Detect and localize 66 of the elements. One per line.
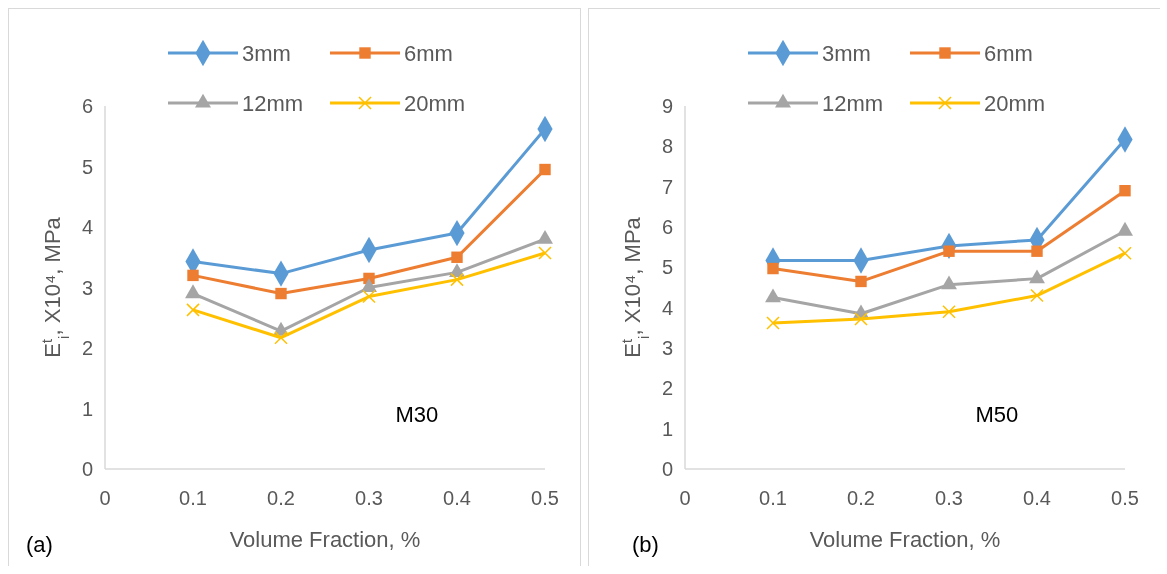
y-tick-label: 1 bbox=[81, 397, 93, 420]
y-tick-label: 8 bbox=[661, 135, 673, 158]
x-tick-label: 0.2 bbox=[267, 487, 295, 509]
x-axis-title: Volume Fraction, % bbox=[809, 527, 1001, 552]
x-tick-label: 0.3 bbox=[355, 487, 383, 509]
y-tick-label: 3 bbox=[81, 276, 93, 299]
y-tick-label: 0 bbox=[81, 458, 93, 480]
y-tick-label: 4 bbox=[81, 216, 93, 238]
point bbox=[767, 262, 779, 275]
point bbox=[275, 287, 287, 300]
y-tick-label: 5 bbox=[81, 155, 93, 178]
y-tick-label: 2 bbox=[81, 337, 93, 359]
y-tick-label: 6 bbox=[81, 95, 93, 117]
point bbox=[274, 330, 288, 345]
point bbox=[941, 275, 957, 290]
x-tick-label: 0.1 bbox=[759, 487, 787, 509]
y-tick-label: 2 bbox=[661, 377, 673, 400]
x-tick-label: 0.4 bbox=[443, 487, 471, 509]
point bbox=[451, 251, 463, 263]
point bbox=[362, 289, 376, 304]
point bbox=[766, 316, 780, 330]
y-tick-label: 4 bbox=[661, 296, 673, 319]
annotation: M30 bbox=[395, 401, 439, 427]
y-tick-label: 7 bbox=[661, 175, 673, 198]
legend-label: 12mm bbox=[242, 90, 304, 116]
point bbox=[854, 312, 868, 326]
legend-label: 6mm bbox=[404, 40, 453, 66]
point bbox=[1029, 269, 1045, 284]
x-tick-label: 0.1 bbox=[179, 487, 207, 509]
legend-label: 20mm bbox=[984, 90, 1046, 116]
text: (b) bbox=[632, 532, 659, 557]
point bbox=[361, 278, 377, 293]
text: (a) bbox=[26, 532, 53, 557]
point bbox=[942, 304, 956, 319]
legend-label: 12mm bbox=[822, 90, 884, 116]
point bbox=[1118, 246, 1132, 260]
point bbox=[1119, 185, 1131, 197]
x-tick-label: 0 bbox=[679, 487, 691, 509]
x-tick-label: 0.2 bbox=[847, 487, 875, 509]
y-tick-label: 6 bbox=[661, 216, 673, 238]
legend-label: 6mm bbox=[984, 40, 1033, 66]
x-tick-label: 0.5 bbox=[1111, 487, 1139, 509]
y-tick-label: 0 bbox=[661, 458, 673, 480]
legend-label: 20mm bbox=[404, 90, 466, 116]
x-tick-label: 0.4 bbox=[1023, 487, 1051, 509]
point bbox=[765, 288, 781, 303]
point bbox=[538, 246, 552, 260]
point bbox=[1030, 288, 1044, 303]
x-tick-label: 0 bbox=[99, 487, 111, 509]
y-tick-label: 9 bbox=[661, 95, 673, 117]
point bbox=[450, 272, 464, 287]
y-tick-label: 3 bbox=[661, 337, 673, 359]
point bbox=[539, 163, 551, 176]
x-tick-label: 0.5 bbox=[531, 487, 559, 509]
point bbox=[1031, 245, 1043, 257]
x-axis-title: Volume Fraction, % bbox=[229, 527, 421, 552]
point bbox=[186, 303, 200, 317]
legend-label: 3mm bbox=[822, 40, 871, 66]
y-tick-label: 5 bbox=[661, 256, 673, 279]
y-tick-label: 1 bbox=[661, 417, 673, 440]
x-tick-label: 0.3 bbox=[935, 487, 963, 509]
point bbox=[855, 275, 867, 288]
legend-label: 3mm bbox=[242, 40, 291, 66]
point bbox=[187, 269, 199, 282]
point bbox=[185, 284, 201, 299]
annotation: M50 bbox=[975, 401, 1019, 427]
